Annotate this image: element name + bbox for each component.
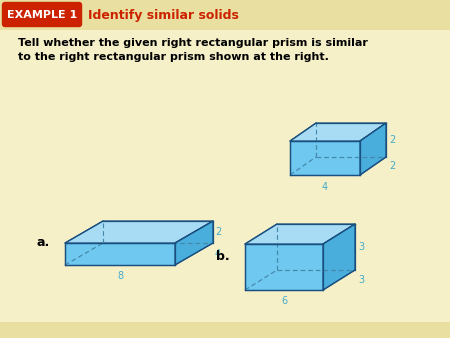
Text: 4: 4 <box>322 182 328 192</box>
Text: 2: 2 <box>389 135 395 145</box>
Text: 2: 2 <box>215 227 221 237</box>
Text: 4: 4 <box>215 249 221 259</box>
Bar <box>0 0 450 30</box>
Text: Identify similar solids: Identify similar solids <box>88 8 239 22</box>
Text: 8: 8 <box>117 271 123 281</box>
Text: 2: 2 <box>389 161 395 171</box>
Bar <box>0 322 450 338</box>
Text: a.: a. <box>37 237 50 249</box>
Text: EXAMPLE 1: EXAMPLE 1 <box>7 10 77 20</box>
Text: b.: b. <box>216 250 230 264</box>
Polygon shape <box>323 224 355 290</box>
Text: Tell whether the given right rectangular prism is similar: Tell whether the given right rectangular… <box>18 38 368 48</box>
Text: 3: 3 <box>358 275 364 285</box>
Polygon shape <box>290 141 360 175</box>
Text: 3: 3 <box>358 242 364 252</box>
Polygon shape <box>175 221 213 265</box>
Text: 6: 6 <box>281 296 287 306</box>
Text: to the right rectangular prism shown at the right.: to the right rectangular prism shown at … <box>18 52 329 62</box>
FancyBboxPatch shape <box>3 2 81 26</box>
Polygon shape <box>360 123 386 175</box>
Polygon shape <box>245 224 355 244</box>
Polygon shape <box>65 221 213 243</box>
Polygon shape <box>290 123 386 141</box>
Polygon shape <box>245 244 323 290</box>
Polygon shape <box>65 243 175 265</box>
